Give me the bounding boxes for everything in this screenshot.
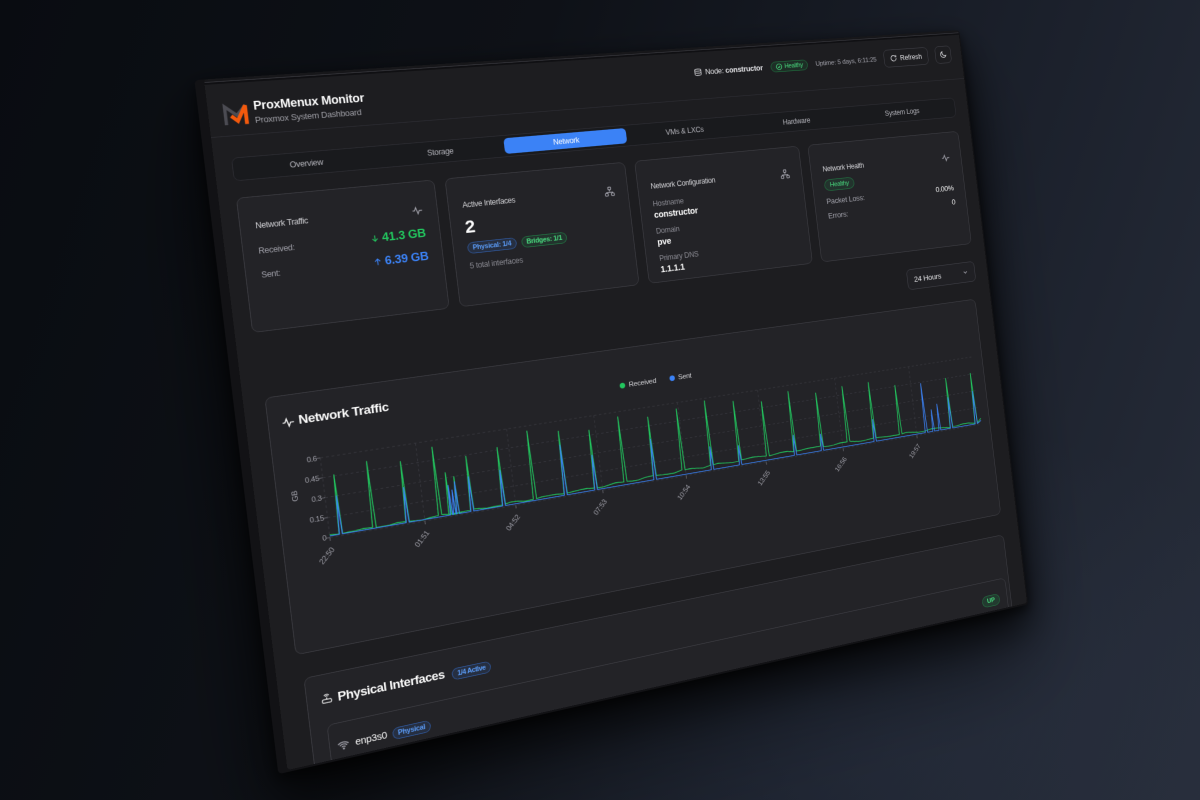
svg-text:0.45: 0.45 [304, 474, 320, 485]
svg-text:10:54: 10:54 [675, 483, 692, 502]
svg-text:0.6: 0.6 [306, 454, 318, 464]
svg-text:01:51: 01:51 [412, 528, 431, 548]
svg-text:07:53: 07:53 [591, 497, 608, 516]
svg-text:19:57: 19:57 [907, 442, 922, 460]
svg-text:13:55: 13:55 [756, 468, 772, 487]
svg-text:GB: GB [289, 490, 300, 503]
svg-text:16:56: 16:56 [833, 455, 848, 473]
svg-text:0: 0 [322, 534, 328, 543]
svg-text:22:50: 22:50 [317, 545, 337, 566]
svg-text:04:52: 04:52 [504, 512, 522, 532]
svg-text:0.3: 0.3 [311, 494, 323, 504]
svg-text:0.15: 0.15 [309, 514, 325, 525]
